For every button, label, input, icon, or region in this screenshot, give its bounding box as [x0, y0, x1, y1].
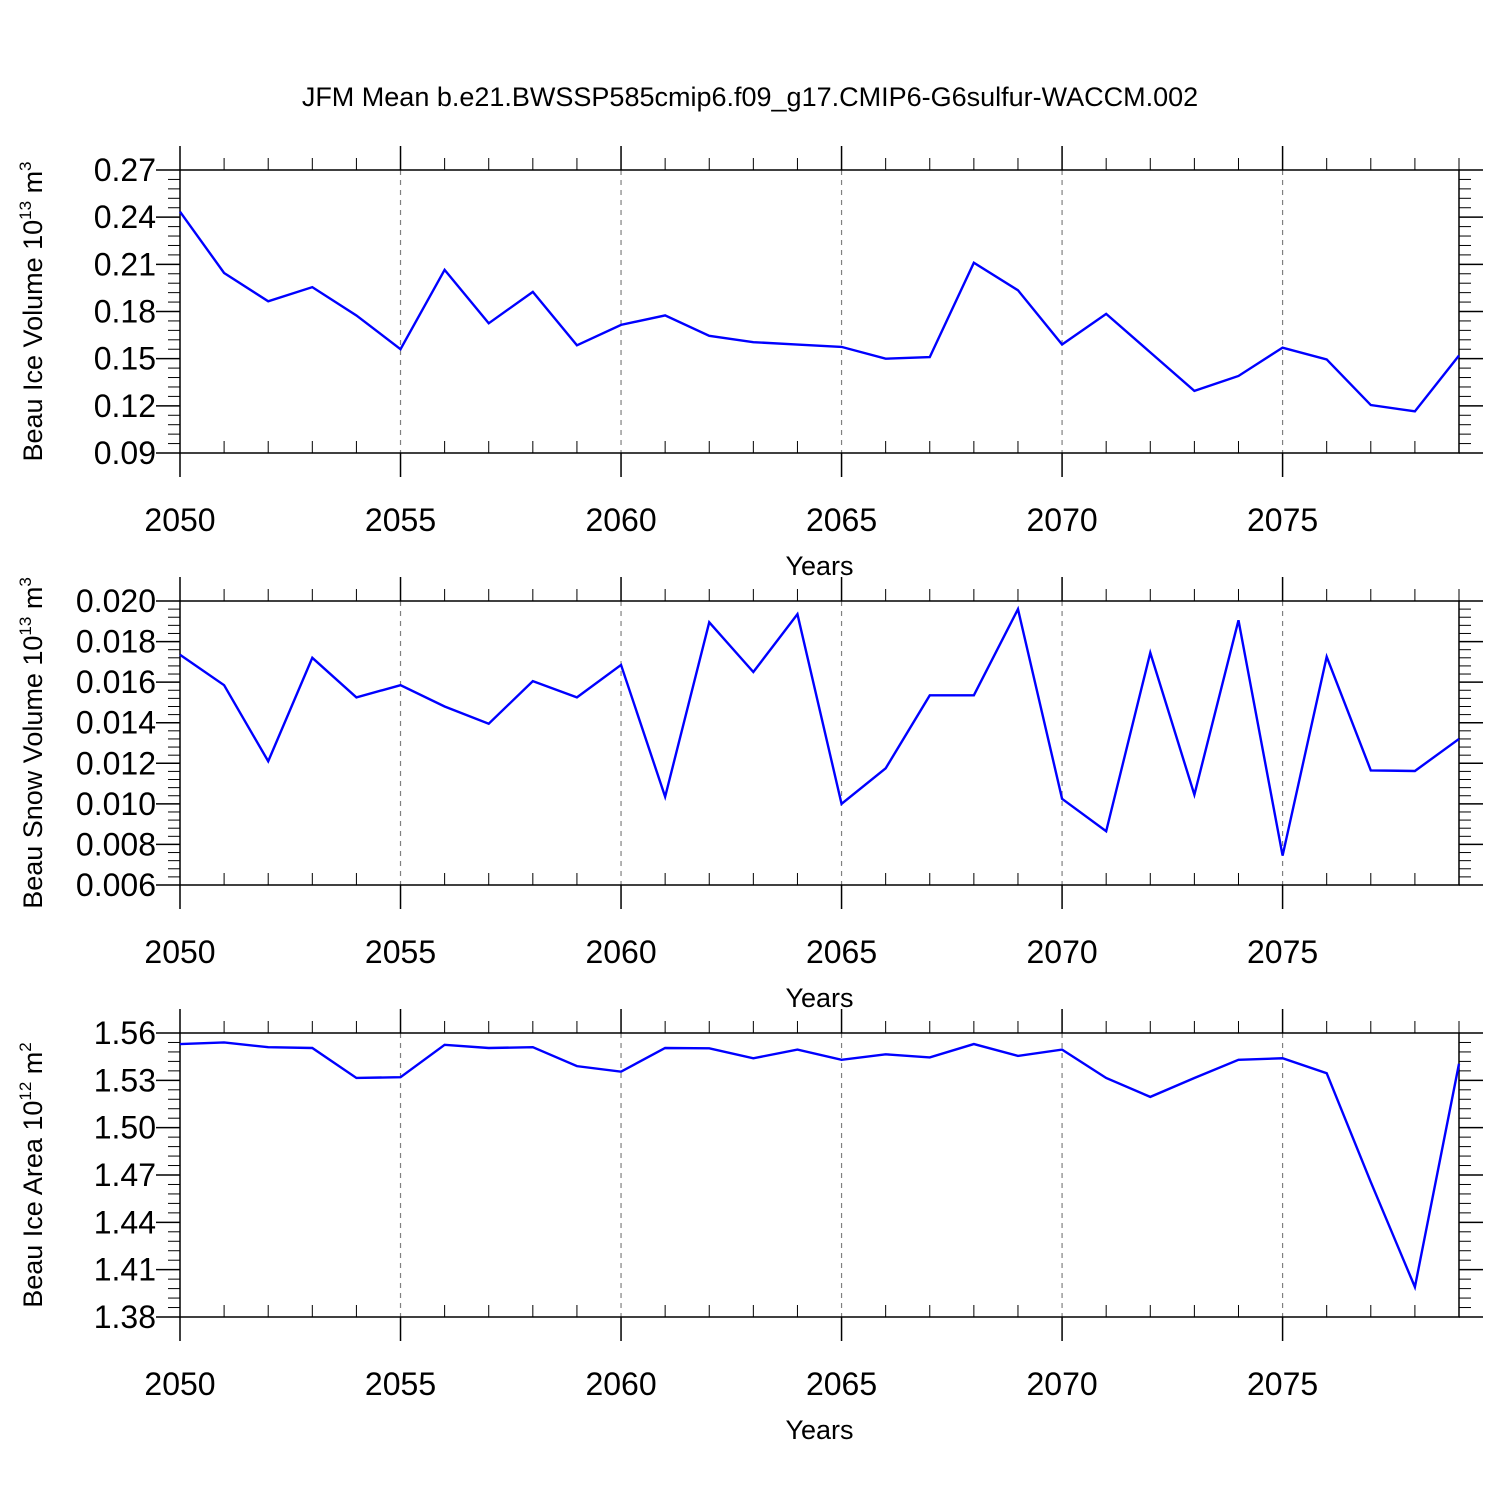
panel-3-y-tick-label-1.38: 1.38: [94, 1299, 156, 1335]
panel-2-y-tick-label-0.008: 0.008: [76, 826, 156, 862]
panel-1-y-axis-label-unit-exponent: 3: [16, 161, 35, 170]
panel-3-x-tick-label-2050: 2050: [144, 1366, 215, 1402]
panel-2-y-axis-label-unit: m: [18, 587, 48, 617]
panel-3-y-axis-label-unit: m: [18, 1052, 48, 1082]
panel-1-y-axis-label-exponent: 13: [16, 201, 35, 220]
panel-3-y-axis-label-main: Beau Ice Area 10: [18, 1101, 48, 1308]
panel-3-y-tick-label-1.44: 1.44: [94, 1204, 156, 1240]
panel-1-y-tick-label-0.12: 0.12: [94, 388, 156, 424]
panel-1-y-axis-label: Beau Ice Volume 1013 m3: [16, 161, 48, 461]
panel-2-x-tick-label-2070: 2070: [1026, 934, 1097, 970]
panel-1-y-axis-label-unit: m: [18, 171, 48, 201]
panel-1-plot-frame: [179, 169, 1460, 454]
panel-2-x-tick-label-2060: 2060: [585, 934, 656, 970]
panel-2-y-axis-label-exponent: 13: [16, 617, 35, 636]
panel-3-y-axis-label-exponent: 12: [16, 1082, 35, 1101]
panel-1-y-axis-label-main: Beau Ice Volume 10: [18, 220, 48, 462]
panel-3-x-tick-label-2075: 2075: [1247, 1366, 1318, 1402]
panel-2-y-tick-label-0.020: 0.020: [76, 583, 156, 619]
panel-1-y-tick-label-0.27: 0.27: [94, 152, 156, 188]
panel-2-x-tick-label-2075: 2075: [1247, 934, 1318, 970]
panel-3-y-axis-label-unit-exponent: 2: [16, 1042, 35, 1051]
panel-2-plot-frame: [179, 600, 1460, 886]
panel-3-series-line: [179, 1041, 1461, 1292]
panel-1-x-tick-label-2060: 2060: [585, 502, 656, 538]
panel-2-y-axis-label-main: Beau Snow Volume 10: [18, 636, 48, 909]
panel-3-plot-frame: [179, 1032, 1460, 1318]
panel-2-y-tick-label-0.016: 0.016: [76, 664, 156, 700]
panel-3-y-axis-label: Beau Ice Area 1012 m2: [16, 1042, 48, 1308]
panel-2-y-tick-label-0.012: 0.012: [76, 745, 156, 781]
panel-3-x-axis-label: Years: [785, 1415, 853, 1445]
panel-2-x-tick-label-2050: 2050: [144, 934, 215, 970]
panel-2-y-axis-label-unit-exponent: 3: [16, 577, 35, 586]
panel-3-x-tick-label-2060: 2060: [585, 1366, 656, 1402]
panel-1-y-tick-label-0.21: 0.21: [94, 246, 156, 282]
panel-1-y-tick-label-0.18: 0.18: [94, 294, 156, 330]
panel-2-x-tick-label-2055: 2055: [365, 934, 436, 970]
panel-2-y-tick-label-0.018: 0.018: [76, 624, 156, 660]
panel-1-series-line: [179, 210, 1460, 413]
panel-1-y-tick-label-0.15: 0.15: [94, 341, 156, 377]
panel-2-x-axis-label: Years: [785, 983, 853, 1013]
panel-2-y-tick-label-0.010: 0.010: [76, 786, 156, 822]
panel-3-y-tick-label-1.56: 1.56: [94, 1015, 156, 1051]
panel-2-x-tick-label-2065: 2065: [806, 934, 877, 970]
panel-2-y-tick-label-0.014: 0.014: [76, 705, 156, 741]
panel-1-x-axis-label: Years: [785, 551, 853, 581]
panel-3-y-tick-label-1.53: 1.53: [94, 1062, 156, 1098]
panel-1-x-tick-label-2075: 2075: [1247, 502, 1318, 538]
panel-1-y-tick-label-0.09: 0.09: [94, 435, 156, 471]
panel-1-x-tick-label-2050: 2050: [144, 502, 215, 538]
panel-3: 2050 2055 2060 2065 2070 2075 1.38 1.41 1.44 1.47…: [16, 1009, 1483, 1445]
panel-3-y-tick-label-1.41: 1.41: [94, 1252, 156, 1288]
panel-2-y-tick-label-0.006: 0.006: [76, 867, 156, 903]
panel-1-x-tick-label-2065: 2065: [806, 502, 877, 538]
panel-2-y-axis-label: Beau Snow Volume 1013 m3: [16, 577, 48, 909]
panel-1: 2050 2055 2060 2065 2070 2075 0.09 0.12 0.15 0.18…: [16, 146, 1483, 581]
panel-1-y-tick-label-0.24: 0.24: [94, 199, 156, 235]
panel-3-x-tick-label-2055: 2055: [365, 1366, 436, 1402]
panel-2: 2050 2055 2060 2065 2070 2075 0.006 0.008 0.010 0…: [16, 577, 1483, 1013]
panel-3-x-tick-label-2070: 2070: [1026, 1366, 1097, 1402]
panel-1-x-tick-label-2055: 2055: [365, 502, 436, 538]
panel-3-y-tick-label-1.47: 1.47: [94, 1157, 156, 1193]
panel-1-x-tick-label-2070: 2070: [1026, 502, 1097, 538]
chart-title: JFM Mean b.e21.BWSSP585cmip6.f09_g17.CMI…: [302, 82, 1198, 112]
panel-3-y-tick-label-1.50: 1.50: [94, 1110, 156, 1146]
panel-2-series-line: [179, 605, 1460, 856]
panel-3-x-tick-label-2065: 2065: [806, 1366, 877, 1402]
panels: 2050 2055 2060 2065 2070 2075 0.09 0.12 0.15 0.18…: [16, 146, 1483, 1445]
